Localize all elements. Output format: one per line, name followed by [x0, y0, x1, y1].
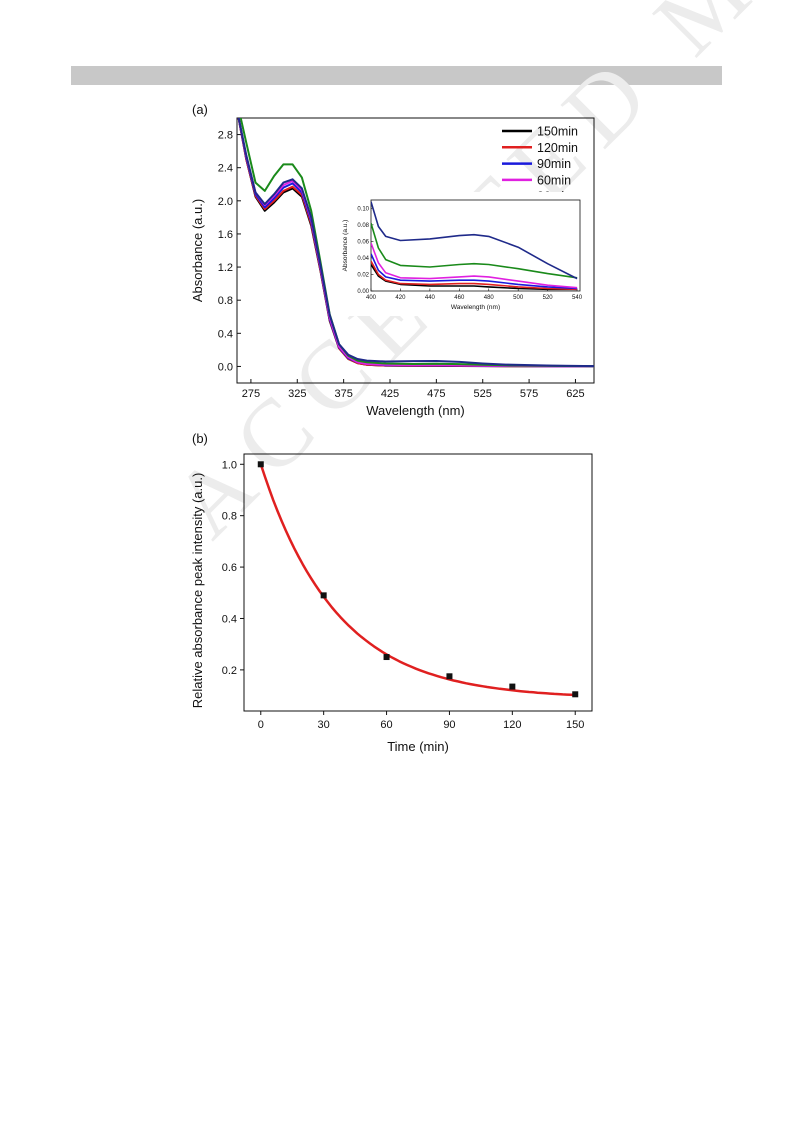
data-point [257, 461, 264, 468]
chart-b-x-tick-label: 150 [566, 719, 584, 731]
data-point [509, 683, 516, 690]
chart-a-x-tick-label: 575 [520, 388, 538, 400]
inset-series-line-30min [371, 222, 578, 279]
inset-series-line-120min [371, 260, 578, 291]
chart-a-series-group [237, 118, 594, 368]
inset-y-tick-label: 0.02 [357, 272, 369, 278]
inset-x-axis-title: Wavelength (nm) [451, 304, 500, 311]
inset-x-tick-label: 500 [513, 295, 524, 301]
inset-series-line-150min [371, 264, 578, 291]
chart-a-y-tick-label: 0.8 [218, 295, 233, 307]
chart-a-y-tick-label: 0.4 [218, 328, 233, 340]
legend-label-120min: 120min [537, 141, 578, 155]
chart-b-y-tick-label: 0.2 [222, 665, 237, 677]
data-point [572, 691, 579, 698]
legend-label-150min: 150min [537, 125, 578, 139]
series-line-0min [237, 118, 594, 368]
chart-a-inset: 400 420 440 460 480 500 520 540 0.00 0.02 0.04 0.06… [341, 192, 588, 316]
chart-a-y-tick-label: 2.4 [218, 163, 233, 175]
chart-b-y-axis-title: Relative absorbance peak intensity (a.u.… [190, 473, 205, 709]
chart-b-x-tick-label: 120 [503, 719, 521, 731]
chart-b: 0 30 60 90 120 150 0.2 0.4 0.6 0.8 1.0 Time (min) Re… [190, 453, 593, 754]
inset-y-tick-label: 0.06 [357, 239, 369, 245]
data-point [320, 592, 327, 599]
chart-b-y-tick-label: 0.8 [222, 511, 237, 523]
inset-y-tick-label: 0.04 [357, 256, 369, 262]
header-bar [71, 66, 722, 85]
chart-b-x-tick-label: 60 [380, 719, 392, 731]
legend-label-60min: 60min [537, 173, 571, 187]
chart-a-x-tick-label: 475 [427, 388, 445, 400]
chart-a-y-axis-title: Absorbance (a.u.) [190, 199, 205, 302]
chart-a-x-tick-label: 625 [566, 388, 584, 400]
inset-series-group [371, 201, 578, 291]
inset-x-tick-label: 420 [395, 295, 406, 301]
chart-a-frame [236, 117, 595, 384]
chart-b-x-tick-label: 30 [318, 719, 330, 731]
inset-series-line-60min [371, 242, 578, 289]
inset-x-tick-label: 460 [454, 295, 465, 301]
inset-frame [370, 199, 581, 292]
inset-x-tick-label: 520 [543, 295, 554, 301]
inset-x-tick-label: 440 [425, 295, 436, 301]
inset-x-tick-label: 540 [572, 295, 583, 301]
chart-a-x-tick-label: 525 [474, 388, 492, 400]
inset-series-line-90min [371, 253, 578, 290]
chart-a-y-tick-label: 1.6 [218, 229, 233, 241]
chart-b-y-tick-label: 0.4 [222, 613, 237, 625]
chart-b-x-tick-label: 0 [258, 719, 264, 731]
legend-label-90min: 90min [537, 157, 571, 171]
chart-a-x-tick-label: 275 [242, 388, 260, 400]
chart-b-x-axis-title: Time (min) [387, 739, 449, 754]
fit-curve [259, 463, 576, 697]
chart-a-x-tick-label: 375 [334, 388, 352, 400]
inset-y-tick-label: 0.00 [357, 289, 369, 295]
inset-y-axis-title: Absorbance (a.u.) [342, 220, 349, 272]
inset-x-tick-label: 480 [484, 295, 495, 301]
panel-label-b: (b) [192, 431, 208, 446]
data-point [383, 654, 390, 661]
chart-a-y-tick-label: 0.0 [218, 361, 233, 373]
data-point [446, 673, 453, 680]
chart-a-y-tick-label: 2.0 [218, 196, 233, 208]
inset-y-tick-label: 0.10 [357, 206, 369, 212]
chart-a-x-tick-label: 325 [288, 388, 306, 400]
inset-x-tick-label: 400 [366, 295, 377, 301]
chart-b-y-tick-label: 1.0 [222, 459, 237, 471]
chart-a-x-axis-title: Wavelength (nm) [366, 403, 465, 418]
chart-b-y-tick-label: 0.6 [222, 562, 237, 574]
inset-series-line-0min [371, 201, 578, 280]
chart-a-y-tick-label: 2.8 [218, 130, 233, 142]
inset-y-tick-label: 0.08 [357, 223, 369, 229]
chart-a-y-tick-label: 1.2 [218, 262, 233, 274]
chart-b-x-tick-label: 90 [443, 719, 455, 731]
panel-label-a: (a) [192, 102, 208, 117]
chart-a-x-tick-label: 425 [381, 388, 399, 400]
chart-b-frame [243, 453, 593, 712]
